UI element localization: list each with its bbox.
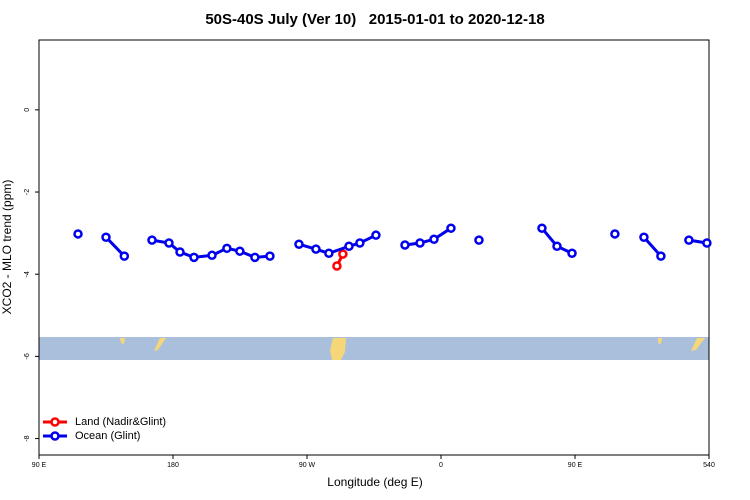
point <box>371 230 381 240</box>
x-tick-label: 90 E <box>32 462 47 469</box>
point <box>189 252 199 263</box>
point <box>684 235 694 245</box>
plot-frame <box>38 39 710 456</box>
point <box>610 229 620 239</box>
point <box>338 249 348 259</box>
point <box>119 251 130 261</box>
x-tick-label: 90 W <box>299 462 316 469</box>
point <box>656 251 666 261</box>
y-tick-label: -4 <box>24 271 31 277</box>
y-tick-label: -8 <box>24 435 31 441</box>
x-axis-label: Longitude (deg E) <box>327 475 422 489</box>
point <box>567 248 577 259</box>
point <box>265 251 275 261</box>
point <box>207 250 217 261</box>
point <box>552 241 562 252</box>
x-tick-label: 180 <box>167 462 179 469</box>
point <box>235 246 245 256</box>
point <box>311 244 321 254</box>
legend-label: Land (Nadir&Glint) <box>75 416 166 428</box>
point <box>294 239 304 249</box>
y-tick-label: -6 <box>24 353 31 359</box>
chart-title: 50S-40S July (Ver 10) 2015-01-01 to 2020… <box>205 11 544 28</box>
point <box>355 238 365 248</box>
point <box>400 240 410 250</box>
point <box>537 223 547 233</box>
point <box>147 235 157 245</box>
legend-marker <box>50 417 60 427</box>
x-tick-label: 0 <box>439 462 443 469</box>
point <box>164 238 174 248</box>
y-tick-label: -2 <box>24 189 31 195</box>
map-strip <box>39 337 709 360</box>
point <box>175 247 185 257</box>
point <box>73 229 83 239</box>
point <box>344 241 354 252</box>
point <box>332 261 342 271</box>
y-axis-label: XCO2 - MLO trend (ppm) <box>0 180 14 315</box>
x-tick-label: 540 <box>703 462 715 469</box>
point <box>429 234 439 245</box>
point <box>250 252 260 263</box>
point <box>446 223 456 233</box>
point <box>639 232 649 242</box>
legend-marker <box>50 431 60 441</box>
point <box>324 248 334 259</box>
legend-label: Ocean (Glint) <box>75 430 140 442</box>
point <box>101 232 111 242</box>
y-tick-label: 0 <box>24 108 31 112</box>
point <box>474 235 484 245</box>
point <box>222 243 232 254</box>
point <box>415 238 425 248</box>
point <box>702 238 712 248</box>
x-tick-label: 90 E <box>568 462 583 469</box>
